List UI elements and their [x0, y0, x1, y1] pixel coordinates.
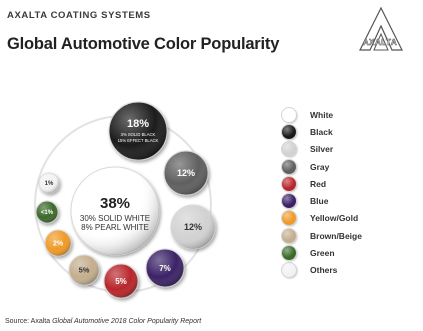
- bubble-gray-shading: [164, 151, 208, 195]
- legend-item-brown-beige: Brown/Beige: [282, 227, 422, 244]
- legend-label: Red: [310, 178, 327, 189]
- bubble-brown-beige-shading: [69, 255, 99, 285]
- bubble-red-shading: [104, 264, 138, 298]
- bubble-red-value: 5%: [115, 277, 127, 286]
- legend-item-blue: Blue: [282, 192, 422, 209]
- legend-swatch-gray: [282, 159, 296, 174]
- legend-swatch-black: [282, 124, 296, 139]
- bubble-white-value: 38%: [100, 195, 130, 212]
- legend-item-others: Others: [282, 262, 422, 279]
- legend-item-black: Black: [282, 123, 422, 140]
- legend-swatch-blue: [282, 194, 296, 209]
- brand-text: AXALTA COATING SYSTEMS: [7, 10, 151, 21]
- legend-swatch-red: [282, 176, 296, 191]
- bubble-green-value: <1%: [41, 210, 54, 216]
- legend-swatch-white: [282, 107, 296, 122]
- legend-item-red: Red: [282, 175, 422, 192]
- legend: White Black Silver Gray Red Blue Yellow/Gold Br…: [282, 106, 422, 279]
- bubble-white-shading: [71, 167, 159, 255]
- bubble-others-value: 1%: [45, 181, 54, 187]
- bubble-black-shading: [109, 102, 167, 160]
- legend-swatch-silver: [282, 142, 296, 157]
- bubble-white-detail: 30% SOLID WHITE: [80, 214, 150, 223]
- source-report: Global Automotive 2018 Color Popularity …: [52, 318, 202, 325]
- bubble-silver-value: 12%: [184, 222, 202, 232]
- legend-item-green: Green: [282, 244, 422, 261]
- chart-title: Global Automotive Color Popularity: [7, 35, 280, 53]
- bubble-white-detail: 8% PEARL WHITE: [81, 223, 149, 232]
- legend-label: Yellow/Gold: [310, 213, 359, 224]
- legend-swatch-green: [282, 246, 296, 261]
- legend-label: White: [310, 109, 334, 120]
- legend-swatch-others: [282, 263, 296, 278]
- legend-label: Blue: [310, 196, 329, 207]
- legend-swatch-brown-beige: [282, 228, 296, 243]
- bubble-blue-shading: [146, 249, 184, 287]
- bubble-green-shading: [36, 201, 58, 223]
- legend-label: Others: [310, 265, 338, 276]
- legend-label: Green: [310, 248, 335, 259]
- legend-label: Brown/Beige: [310, 230, 362, 241]
- legend-item-silver: Silver: [282, 141, 422, 158]
- bubble-yellow-gold-value: 2%: [53, 240, 64, 247]
- bubble-blue-value: 7%: [159, 264, 171, 273]
- bubble-black-detail: 3% SOLID BLACK: [121, 132, 156, 137]
- bubble-black-detail: 15% EFFECT BLACK: [118, 138, 159, 143]
- legend-label: Silver: [310, 144, 334, 155]
- legend-swatch-yellow-gold: [282, 211, 296, 226]
- legend-item-gray: Gray: [282, 158, 422, 175]
- logo-wordmark: AXALTA: [362, 38, 398, 48]
- legend-label: Black: [310, 126, 333, 137]
- bubble-gray-value: 12%: [177, 168, 195, 178]
- bubble-silver-shading: [171, 205, 215, 249]
- bubble-brown-beige-value: 5%: [79, 266, 90, 275]
- bubble-others-shading: [39, 173, 59, 193]
- source-note: Source: Axalta Global Automotive 2018 Co…: [5, 318, 201, 325]
- legend-item-white: White: [282, 106, 422, 123]
- bubble-yellow-gold-shading: [45, 230, 71, 256]
- axalta-logo-icon: [359, 6, 403, 51]
- bubble-black-value: 18%: [127, 118, 149, 130]
- legend-label: Gray: [310, 161, 330, 172]
- legend-item-yellow-gold: Yellow/Gold: [282, 210, 422, 227]
- source-prefix: Source: Axalta: [5, 318, 51, 325]
